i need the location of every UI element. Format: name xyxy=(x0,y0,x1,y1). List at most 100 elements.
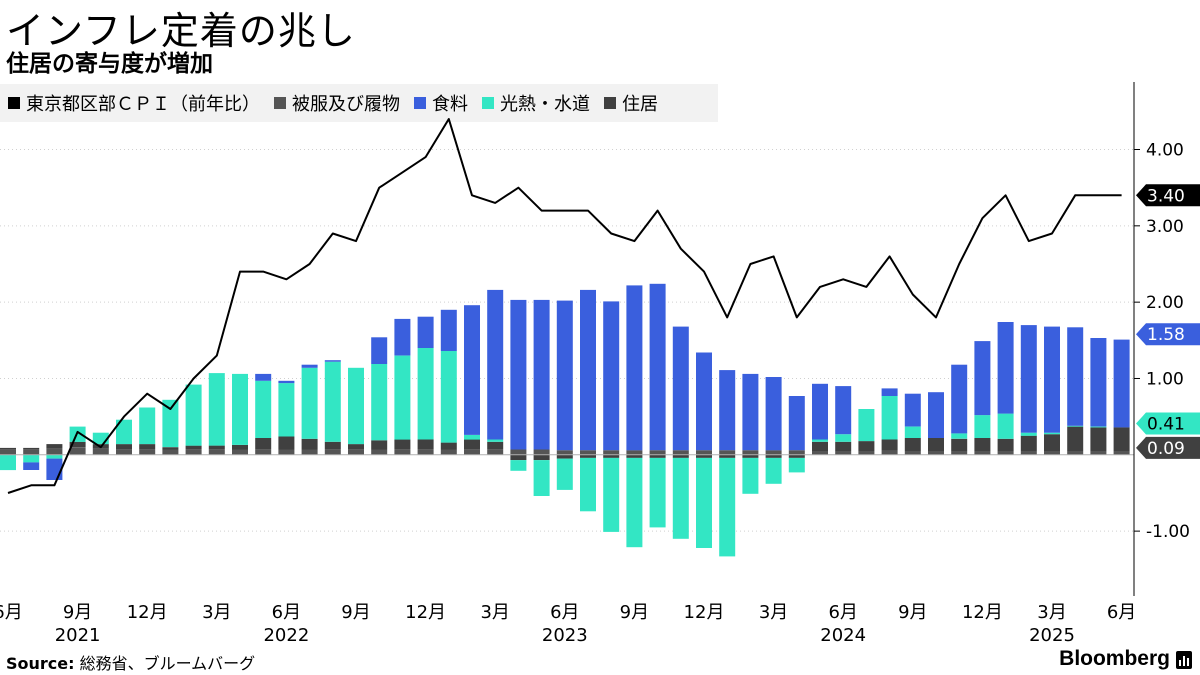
bar-segment xyxy=(765,454,782,458)
bar-segment xyxy=(278,449,295,455)
bar-segment xyxy=(881,388,898,396)
bar-segment xyxy=(464,449,480,455)
bar-segment xyxy=(23,449,40,455)
bar-segment xyxy=(603,454,620,458)
bar-segment xyxy=(858,451,875,455)
bar-segment xyxy=(139,449,156,455)
x-year-label: 2024 xyxy=(820,625,866,646)
bar-segment xyxy=(904,451,921,455)
x-tick-label: 3月 xyxy=(1037,602,1066,623)
bar-segment xyxy=(696,454,712,458)
x-tick-label: 6月 xyxy=(0,602,23,623)
x-tick-label: 12月 xyxy=(405,602,446,623)
bar-segment xyxy=(881,451,898,455)
end-label-box xyxy=(1136,412,1200,435)
bar-segment xyxy=(626,457,643,548)
bar-segment xyxy=(556,458,573,490)
legend-item-clothing: 被服及び履物 xyxy=(274,90,400,116)
bar-segment xyxy=(46,448,63,455)
bar-segment xyxy=(278,436,295,450)
bar-segment xyxy=(881,439,898,451)
legend: 東京都区部ＣＰＩ（前年比） 被服及び履物 食料 光熱・水道 住居 xyxy=(0,84,718,122)
bar-segment xyxy=(69,441,86,448)
legend-label-clothing: 被服及び履物 xyxy=(292,94,400,115)
bar-segment xyxy=(69,447,86,455)
bar-segment xyxy=(371,449,388,455)
y-tick-label: 4.00 xyxy=(1146,141,1184,161)
bar-segment xyxy=(371,337,388,364)
bar-segment xyxy=(0,454,16,471)
bar-segment xyxy=(696,352,712,451)
x-tick-label: 9月 xyxy=(898,602,927,623)
bar-segment xyxy=(232,444,248,450)
bar-segment xyxy=(928,438,944,451)
bar-segment xyxy=(533,454,550,461)
legend-label-food: 食料 xyxy=(432,94,468,115)
bar-segment xyxy=(510,449,527,455)
legend-label-cpi: 東京都区部ＣＰＩ（前年比） xyxy=(26,94,260,115)
bar-segment xyxy=(301,364,318,368)
bar-segment xyxy=(580,454,596,458)
bar-segment xyxy=(812,383,828,440)
bar-segment xyxy=(510,299,527,450)
bar-segment xyxy=(394,439,411,450)
bar-segment xyxy=(487,449,504,455)
legend-swatch-clothing xyxy=(274,97,286,109)
bar-segment xyxy=(301,449,318,455)
bar-segment xyxy=(788,396,805,451)
bar-segment xyxy=(649,283,666,451)
bar-segment xyxy=(742,454,759,458)
bar-segment xyxy=(1113,339,1130,428)
bar-segment xyxy=(719,370,736,451)
bar-segment xyxy=(974,341,991,416)
bar-segment xyxy=(510,460,527,471)
bar-segment xyxy=(1113,427,1130,451)
bar-segment xyxy=(417,347,434,440)
bar-segment xyxy=(1020,432,1037,436)
bar-segment xyxy=(417,316,434,348)
bar-segment xyxy=(742,457,759,494)
bar-segment xyxy=(835,451,852,455)
bar-segment xyxy=(580,450,596,455)
bar-segment xyxy=(208,373,225,446)
bar-segment xyxy=(672,326,689,451)
bar-segment xyxy=(835,434,852,442)
bar-segment xyxy=(301,438,318,450)
bar-segment xyxy=(626,450,643,455)
bar-segment xyxy=(324,360,341,362)
bar-segment xyxy=(649,450,666,455)
bar-segment xyxy=(533,299,550,450)
bar-segment xyxy=(556,450,573,455)
x-tick-label: 9月 xyxy=(63,602,92,623)
bar-segment xyxy=(464,439,480,450)
cpi-line xyxy=(7,118,1122,494)
bar-segment xyxy=(487,439,504,442)
bar-segment xyxy=(1067,425,1084,427)
bar-segment xyxy=(533,460,550,496)
bar-segment xyxy=(255,449,272,455)
x-tick-label: 3月 xyxy=(759,602,788,623)
bar-segment xyxy=(765,457,782,484)
bar-segment xyxy=(974,451,991,455)
bar-segment xyxy=(185,449,202,455)
x-year-label: 2022 xyxy=(263,625,309,646)
bar-segment xyxy=(1020,451,1037,455)
bar-segment xyxy=(255,380,272,438)
x-year-label: 2025 xyxy=(1029,625,1075,646)
bar-segment xyxy=(626,454,643,458)
bar-segment xyxy=(788,450,805,455)
bar-segment xyxy=(324,441,341,450)
end-label-box xyxy=(1136,323,1200,346)
bar-segment xyxy=(394,318,411,356)
x-year-label: 2023 xyxy=(542,625,588,646)
bar-segment xyxy=(1020,325,1037,433)
end-label: 1.58 xyxy=(1147,325,1185,345)
x-tick-label: 12月 xyxy=(684,602,725,623)
chart-subtitle: 住居の寄与度が増加 xyxy=(6,51,213,77)
bar-segment xyxy=(997,451,1014,455)
bar-segment xyxy=(92,448,109,455)
bar-segment xyxy=(348,444,364,450)
bar-segment xyxy=(162,399,179,448)
bar-segment xyxy=(255,373,272,381)
legend-swatch-cpi xyxy=(8,97,20,109)
